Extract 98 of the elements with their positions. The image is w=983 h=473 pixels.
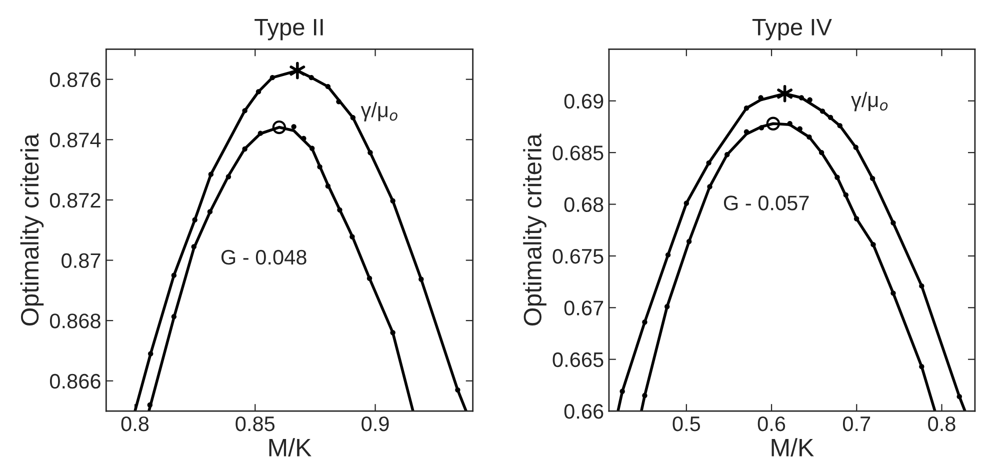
point xyxy=(226,174,232,180)
chart-title: Type IV xyxy=(752,19,832,40)
point xyxy=(854,216,860,222)
point xyxy=(171,314,177,320)
point xyxy=(390,198,396,204)
point xyxy=(758,125,764,130)
point xyxy=(207,209,213,214)
point xyxy=(919,364,924,370)
point xyxy=(242,146,248,152)
point xyxy=(766,116,780,130)
point xyxy=(337,207,342,213)
x-axis-title: M/K xyxy=(772,438,814,456)
point xyxy=(301,136,306,142)
point xyxy=(820,108,826,114)
point xyxy=(870,242,876,248)
annotation: G - 0.057 xyxy=(724,196,809,210)
point xyxy=(724,152,730,158)
y-tick-label: 0.872 xyxy=(50,192,100,208)
y-tick-label: 0.665 xyxy=(552,352,604,368)
point xyxy=(890,290,896,296)
y-tick-label: 0.67 xyxy=(564,300,604,316)
y-tick-label: 0.87 xyxy=(62,253,100,268)
point xyxy=(828,114,834,120)
point xyxy=(744,129,750,134)
y-axis-title: Optimality criteria xyxy=(20,134,44,326)
y-axis-title: Optimality criteria xyxy=(523,134,546,326)
point xyxy=(870,176,876,182)
annotation: γ/μ$_{o}$ xyxy=(360,102,398,122)
annotation: G - 0.048 xyxy=(221,250,306,265)
point xyxy=(256,89,262,94)
point xyxy=(664,304,670,310)
point xyxy=(272,120,286,134)
point xyxy=(797,126,802,132)
point xyxy=(366,276,372,281)
point xyxy=(192,217,198,222)
y-tick-label: 0.68 xyxy=(564,197,604,212)
y-tick-label: 0.685 xyxy=(552,146,604,160)
x-tick-label: 0.7 xyxy=(842,416,870,432)
point xyxy=(418,276,424,282)
point xyxy=(818,150,824,156)
point xyxy=(191,244,196,250)
y-tick-label: 0.868 xyxy=(50,314,100,328)
y-tick-label: 0.876 xyxy=(50,72,100,88)
x-tick-label: 0.85 xyxy=(236,416,275,432)
point xyxy=(837,123,842,128)
y-tick-label: 0.69 xyxy=(564,94,604,109)
chart-title: Type II xyxy=(254,19,323,40)
point xyxy=(455,387,460,393)
point xyxy=(242,108,248,114)
y-tick-label: 0.675 xyxy=(552,248,604,264)
point xyxy=(787,121,792,126)
point xyxy=(642,392,648,398)
point xyxy=(707,184,712,190)
point xyxy=(642,320,648,325)
y-tick-label: 0.66 xyxy=(564,404,604,419)
point xyxy=(350,115,356,120)
point xyxy=(147,402,152,408)
point xyxy=(290,62,306,80)
point xyxy=(834,174,840,180)
point xyxy=(807,97,812,102)
point xyxy=(843,192,849,198)
point xyxy=(777,84,792,102)
x-tick-label: 0.5 xyxy=(672,416,700,432)
point xyxy=(798,95,804,100)
point xyxy=(368,150,373,156)
point xyxy=(148,351,154,356)
point xyxy=(270,74,276,80)
point xyxy=(686,238,692,244)
point xyxy=(308,74,314,80)
point xyxy=(309,146,315,151)
x-axis-title: M/K xyxy=(269,438,312,456)
point xyxy=(325,84,331,90)
point xyxy=(853,144,858,150)
point xyxy=(317,164,322,170)
point xyxy=(350,234,355,240)
point xyxy=(706,160,712,166)
annotation: γ/μ$_{o}$ xyxy=(851,92,888,112)
y-tick-label: 0.874 xyxy=(50,132,101,148)
x-tick-label: 0.6 xyxy=(758,416,786,432)
x-tick-label: 0.8 xyxy=(121,416,149,432)
point xyxy=(258,130,264,136)
y-tick-label: 0.866 xyxy=(50,374,100,389)
point xyxy=(325,183,331,189)
point xyxy=(744,106,750,111)
x-tick-label: 0.8 xyxy=(928,416,956,432)
point xyxy=(956,394,962,400)
point xyxy=(919,283,924,289)
x-tick-label: 0.9 xyxy=(362,416,389,432)
point xyxy=(291,124,296,130)
point xyxy=(208,172,214,177)
point xyxy=(806,134,812,140)
point xyxy=(171,272,177,278)
point xyxy=(390,330,396,336)
point xyxy=(684,200,690,206)
point xyxy=(890,220,896,226)
point xyxy=(665,252,671,258)
point xyxy=(620,388,625,394)
point xyxy=(336,99,342,104)
